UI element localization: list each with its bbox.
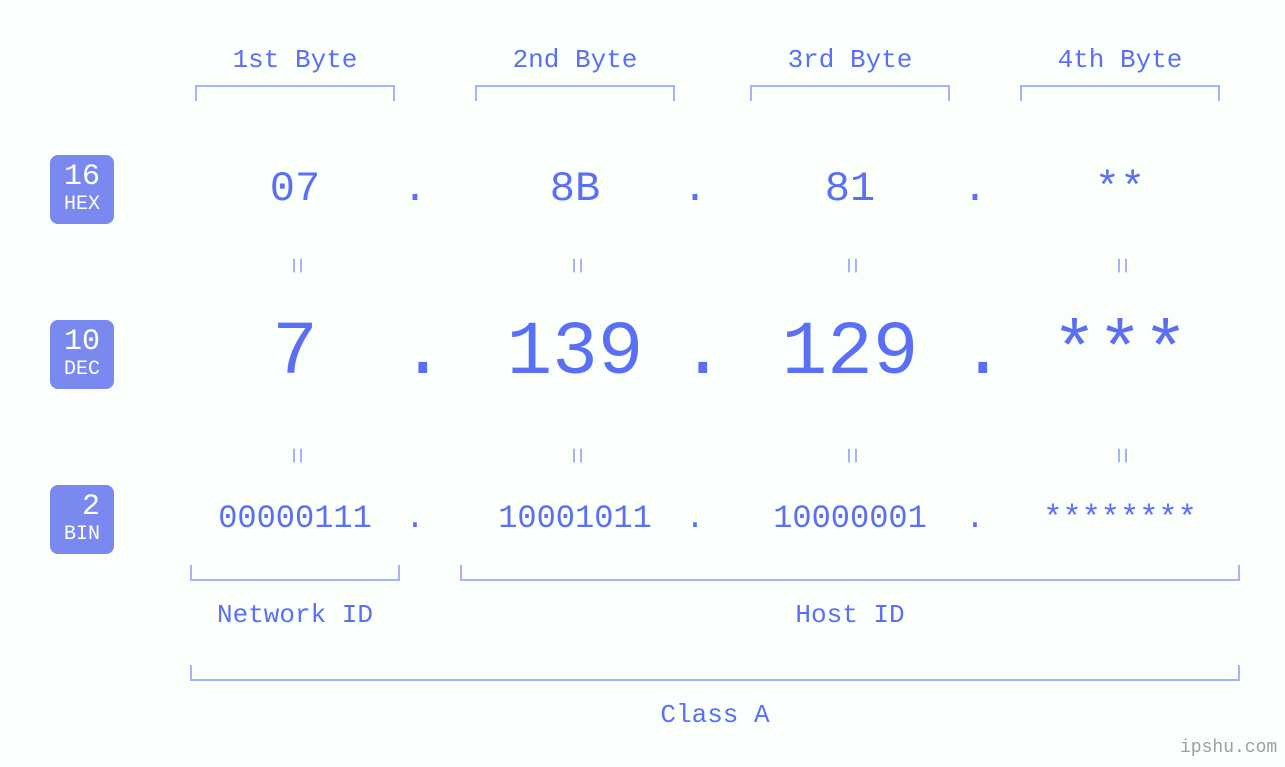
class-label: Class A (190, 700, 1240, 730)
bin-dot3: . (960, 500, 990, 537)
eq-dec-bin-4: = (1105, 441, 1136, 471)
eq-dec-bin-2: = (560, 441, 591, 471)
hex-dot3: . (960, 165, 990, 213)
hex-byte1: 07 (180, 165, 410, 213)
hex-badge: 16 HEX (50, 155, 114, 224)
eq-dec-bin-3: = (835, 441, 866, 471)
dec-byte2: 139 (460, 310, 690, 396)
byte4-bracket (1020, 85, 1220, 101)
eq-hex-dec-2: = (560, 251, 591, 281)
hex-byte3: 81 (735, 165, 965, 213)
byte2-label: 2nd Byte (475, 45, 675, 75)
network-id-label: Network ID (190, 600, 400, 630)
eq-hex-dec-4: = (1105, 251, 1136, 281)
dec-badge: 10 DEC (50, 320, 114, 389)
host-id-label: Host ID (460, 600, 1240, 630)
watermark: ipshu.com (1180, 738, 1277, 758)
byte2-bracket (475, 85, 675, 101)
byte1-label: 1st Byte (195, 45, 395, 75)
bin-byte3: 10000001 (735, 500, 965, 537)
bin-dot2: . (680, 500, 710, 537)
dec-byte3: 129 (735, 310, 965, 396)
bin-base-num: 2 (64, 491, 100, 524)
host-id-bracket (460, 565, 1240, 581)
bin-base-name: BIN (64, 524, 100, 546)
dec-dot1: . (400, 310, 430, 396)
hex-byte4: ** (1005, 165, 1235, 213)
bin-byte4: ******** (1005, 500, 1235, 537)
dec-base-num: 10 (64, 326, 100, 359)
byte3-bracket (750, 85, 950, 101)
bin-byte1: 00000111 (180, 500, 410, 537)
hex-base-name: HEX (64, 194, 100, 216)
dec-dot2: . (680, 310, 710, 396)
eq-dec-bin-1: = (280, 441, 311, 471)
byte3-label: 3rd Byte (750, 45, 950, 75)
dec-base-name: DEC (64, 359, 100, 381)
hex-byte2: 8B (460, 165, 690, 213)
bin-dot1: . (400, 500, 430, 537)
bin-byte2: 10001011 (460, 500, 690, 537)
dec-byte4: *** (1005, 310, 1235, 396)
ip-diagram: 1st Byte 2nd Byte 3rd Byte 4th Byte 16 H… (0, 0, 1285, 767)
byte1-bracket (195, 85, 395, 101)
network-id-bracket (190, 565, 400, 581)
bin-badge: 2 BIN (50, 485, 114, 554)
hex-dot1: . (400, 165, 430, 213)
eq-hex-dec-3: = (835, 251, 866, 281)
hex-dot2: . (680, 165, 710, 213)
dec-dot3: . (960, 310, 990, 396)
hex-base-num: 16 (64, 161, 100, 194)
class-bracket (190, 665, 1240, 681)
eq-hex-dec-1: = (280, 251, 311, 281)
byte4-label: 4th Byte (1020, 45, 1220, 75)
dec-byte1: 7 (180, 310, 410, 396)
